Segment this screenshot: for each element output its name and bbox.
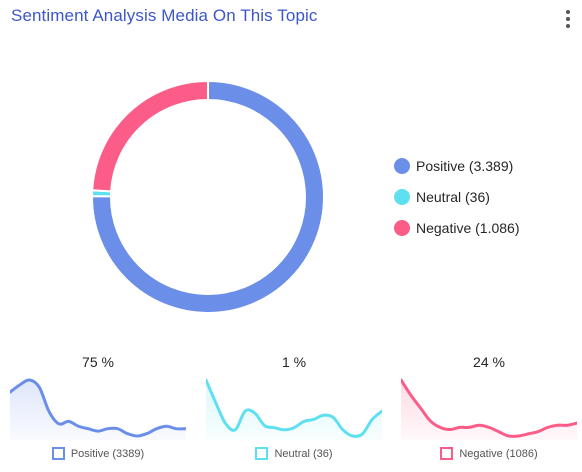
sparkline-negative: 24 % Negative (1086) — [401, 352, 577, 468]
legend-label-positive: Positive (3.389) — [416, 157, 514, 174]
legend-marker-negative — [394, 219, 410, 236]
sparkline-legend-neutral[interactable]: Neutral (36) — [206, 447, 382, 460]
ellipsis-dot — [566, 17, 570, 21]
legend-label-neutral: Neutral (36) — [416, 188, 490, 205]
sparkline-label-neutral: Neutral (36) — [274, 447, 333, 460]
page-title: Sentiment Analysis Media On This Topic — [11, 6, 318, 25]
sparkline-percent-neutral: 1 % — [281, 354, 307, 370]
legend-marker-positive — [394, 157, 410, 174]
legend-item-positive[interactable]: Positive (3.389) — [394, 150, 520, 181]
sparkline-label-negative: Negative (1086) — [459, 447, 538, 460]
sparkline-legend-positive[interactable]: Positive (3389) — [10, 447, 186, 460]
sparkline-chart-neutral — [206, 378, 382, 440]
sparkline-legend-negative[interactable]: Negative (1086) — [401, 447, 577, 460]
sparkline-percent-positive: 75 % — [82, 354, 114, 370]
sparkline-line-neutral — [206, 378, 382, 438]
donut-chart — [90, 79, 325, 314]
donut-slice-negative[interactable] — [91, 79, 209, 193]
sparkline-marker-neutral — [255, 447, 269, 460]
legend-item-negative[interactable]: Negative (1.086) — [394, 212, 520, 243]
sparkline-chart-positive — [10, 378, 186, 440]
ellipsis-dot — [566, 10, 570, 14]
sparkline-neutral: 1 % Neutral (36) — [206, 352, 382, 468]
sparkline-label-positive: Positive (3389) — [70, 447, 145, 460]
donut-legend: Positive (3.389) Neutral (36) Negative (… — [394, 150, 520, 243]
legend-item-neutral[interactable]: Neutral (36) — [394, 181, 520, 212]
sparkline-line-negative — [401, 378, 577, 438]
sparkline-area-positive — [10, 379, 186, 440]
ellipsis-dot — [566, 24, 570, 28]
sparkline-area-negative — [401, 380, 577, 440]
sparkline-positive: 75 % Positive (3389) — [10, 352, 186, 468]
donut-slice-positive[interactable] — [91, 79, 325, 314]
sparkline-chart-negative — [401, 378, 577, 440]
legend-label-negative: Negative (1.086) — [416, 219, 520, 236]
sparkline-marker-positive — [51, 447, 65, 460]
legend-marker-neutral — [394, 188, 410, 205]
sparkline-marker-negative — [440, 447, 454, 460]
sparkline-line-positive — [10, 378, 186, 438]
sparkline-percent-negative: 24 % — [473, 354, 505, 370]
vertical-ellipsis-icon[interactable] — [562, 8, 574, 30]
